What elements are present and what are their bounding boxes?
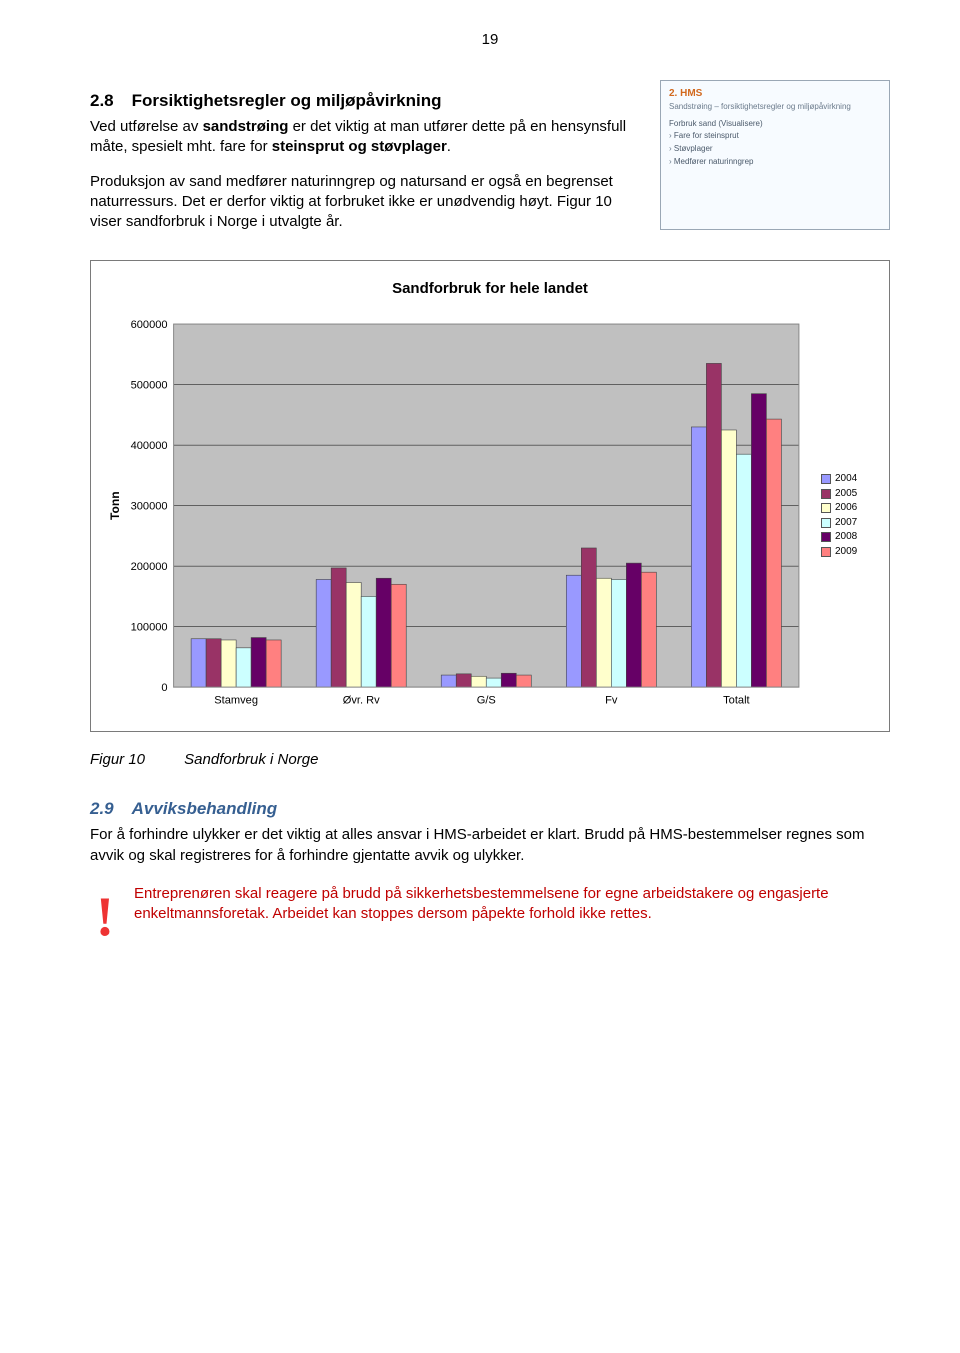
legend-swatch [821, 518, 831, 528]
chart-title: Sandforbruk for hele landet [103, 279, 877, 299]
page-number: 19 [90, 30, 890, 50]
legend-label: 2008 [835, 530, 857, 544]
section-title: Forsiktighetsregler og miljøpåvirkning [132, 91, 442, 110]
paragraph: Produksjon av sand medfører naturinngrep… [90, 172, 642, 233]
figure-caption: Figur 10 Sandforbruk i Norge [90, 750, 890, 770]
legend-swatch [821, 474, 831, 484]
thumb-bullet: Støvplager [669, 144, 881, 155]
legend-label: 2005 [835, 487, 857, 501]
legend-item: 2008 [821, 530, 871, 544]
svg-text:Tonn: Tonn [108, 491, 122, 520]
bold-text: steinsprut og støvplager [272, 138, 447, 155]
svg-text:Øvr. Rv: Øvr. Rv [343, 694, 380, 706]
svg-text:100000: 100000 [131, 621, 168, 633]
section-2-8: 2.8 Forsiktighetsregler og miljøpåvirknin… [90, 80, 890, 232]
svg-text:Stamveg: Stamveg [214, 694, 258, 706]
text: . [447, 138, 451, 155]
legend-item: 2006 [821, 501, 871, 515]
section-2-8-heading: 2.8 Forsiktighetsregler og miljøpåvirknin… [90, 90, 642, 113]
bold-text: sandstrøing [203, 118, 289, 135]
section-2-9-heading: 2.9 Avviksbehandling [90, 798, 890, 821]
warning-block: ! Entreprenøren skal reagere på brudd på… [90, 884, 890, 942]
exclamation-icon: ! [90, 892, 120, 942]
thumb-subtitle: Sandstrøing – forsiktighetsregler og mil… [669, 102, 881, 113]
legend-item: 2005 [821, 487, 871, 501]
legend-swatch [821, 489, 831, 499]
section-num: 2.8 [90, 91, 114, 110]
paragraph: Ved utførelse av sandstrøing er det vikt… [90, 117, 642, 158]
warning-text: Entreprenøren skal reagere på brudd på s… [134, 884, 890, 925]
svg-text:200000: 200000 [131, 561, 168, 573]
legend-swatch [821, 503, 831, 513]
chart-legend: 200420052006200720082009 [815, 467, 877, 563]
svg-text:Fv: Fv [605, 694, 618, 706]
legend-item: 2007 [821, 516, 871, 530]
thumb-title: 2. HMS [669, 87, 881, 101]
paragraph: For å forhindre ulykker er det viktig at… [90, 825, 890, 866]
figure-number: Figur 10 [90, 750, 180, 770]
svg-text:500000: 500000 [131, 379, 168, 391]
bar-chart: 0 100000 200000 300000 400000 500000 600000 Ton… [103, 314, 809, 717]
section-title: Avviksbehandling [132, 799, 277, 818]
svg-text:400000: 400000 [131, 440, 168, 452]
slide-thumbnail: 2. HMS Sandstrøing – forsiktighetsregler… [660, 80, 890, 230]
legend-label: 2004 [835, 472, 857, 486]
svg-text:300000: 300000 [131, 500, 168, 512]
thumb-bullet: Medfører naturinngrep [669, 157, 881, 168]
svg-text:G/S: G/S [477, 694, 496, 706]
figure-text: Sandforbruk i Norge [184, 751, 318, 768]
legend-label: 2007 [835, 516, 857, 530]
legend-label: 2009 [835, 545, 857, 559]
legend-swatch [821, 547, 831, 557]
legend-label: 2006 [835, 501, 857, 515]
svg-text:0: 0 [161, 682, 167, 694]
section-num: 2.9 [90, 799, 114, 818]
legend-item: 2009 [821, 545, 871, 559]
legend-swatch [821, 532, 831, 542]
svg-text:Totalt: Totalt [723, 694, 749, 706]
thumb-line: Forbruk sand (Visualisere) [669, 119, 881, 130]
thumb-bullet: Fare for steinsprut [669, 131, 881, 142]
legend-item: 2004 [821, 472, 871, 486]
chart-container: Sandforbruk for hele landet 0 100000 20000… [90, 260, 890, 732]
svg-text:600000: 600000 [131, 319, 168, 331]
text: Ved utførelse av [90, 118, 203, 135]
section-2-8-text: 2.8 Forsiktighetsregler og miljøpåvirknin… [90, 80, 642, 232]
chart-body: 0 100000 200000 300000 400000 500000 600000 Ton… [103, 314, 877, 717]
